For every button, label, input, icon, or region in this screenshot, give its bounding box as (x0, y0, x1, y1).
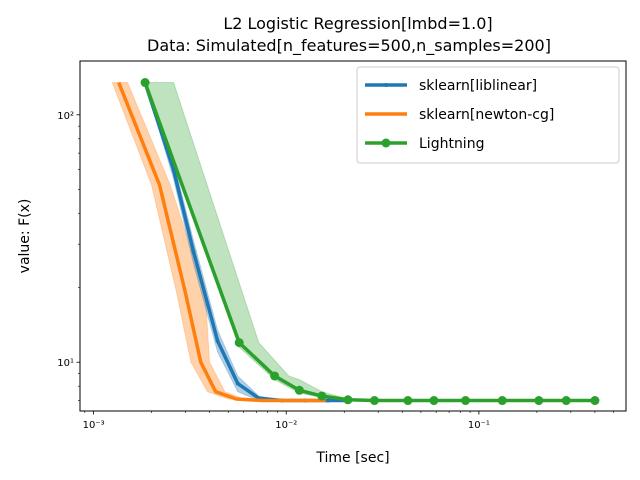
y-tick-label: 10¹ (57, 358, 74, 369)
data-point-lightning (369, 396, 379, 406)
series-line-lightning (143, 81, 595, 403)
x-tick-label: 10⁻² (275, 420, 297, 431)
data-point-lightning (343, 395, 353, 405)
data-point-lightning (429, 396, 439, 406)
data-point-lightning (461, 396, 471, 406)
legend: sklearn[liblinear] sklearn[newton-cg] Ligh… (356, 66, 620, 164)
series-line-newton-cg (117, 81, 326, 403)
x-tick-label: 10⁻³ (83, 420, 105, 431)
data-point-lightning (590, 396, 600, 406)
chart-title: L2 Logistic Regression[lmbd=1.0] (223, 14, 492, 33)
data-point-liblinear (235, 381, 240, 386)
data-point-liblinear (326, 398, 331, 403)
data-point-lightning (270, 371, 280, 381)
plot-frame (79, 60, 627, 412)
data-point-lightning (140, 78, 150, 88)
y-axis-label: value: F(x) (17, 199, 33, 274)
data-point-liblinear (191, 249, 196, 254)
legend-box (356, 66, 620, 164)
y-tick-label: 10² (57, 111, 74, 122)
data-point-lightning (497, 396, 507, 406)
data-point-lightning (294, 385, 304, 395)
axis-ticks: 10⁻³ 10⁻² 10⁻¹ 10¹ 10² (57, 111, 614, 431)
data-point-lightning (403, 396, 413, 406)
data-point-lightning (317, 391, 327, 401)
x-axis-label: Time [sec] (315, 450, 389, 466)
band-liblinear (144, 82, 349, 402)
data-point-lightning (561, 396, 571, 406)
legend-marker-liblinear (384, 83, 388, 87)
legend-label-liblinear: sklearn[liblinear] (419, 78, 537, 94)
data-point-lightning (534, 396, 544, 406)
x-tick-label: 10⁻¹ (468, 420, 490, 431)
series-lines (117, 78, 600, 406)
legend-label-lightning: Lightning (419, 136, 484, 152)
legend-marker-lightning (381, 138, 391, 148)
chart-subtitle: Data: Simulated[n_features=500,n_samples… (147, 36, 551, 56)
data-point-liblinear (215, 338, 220, 343)
legend-label-newton-cg: sklearn[newton-cg] (419, 107, 554, 123)
data-point-lightning (234, 338, 244, 348)
